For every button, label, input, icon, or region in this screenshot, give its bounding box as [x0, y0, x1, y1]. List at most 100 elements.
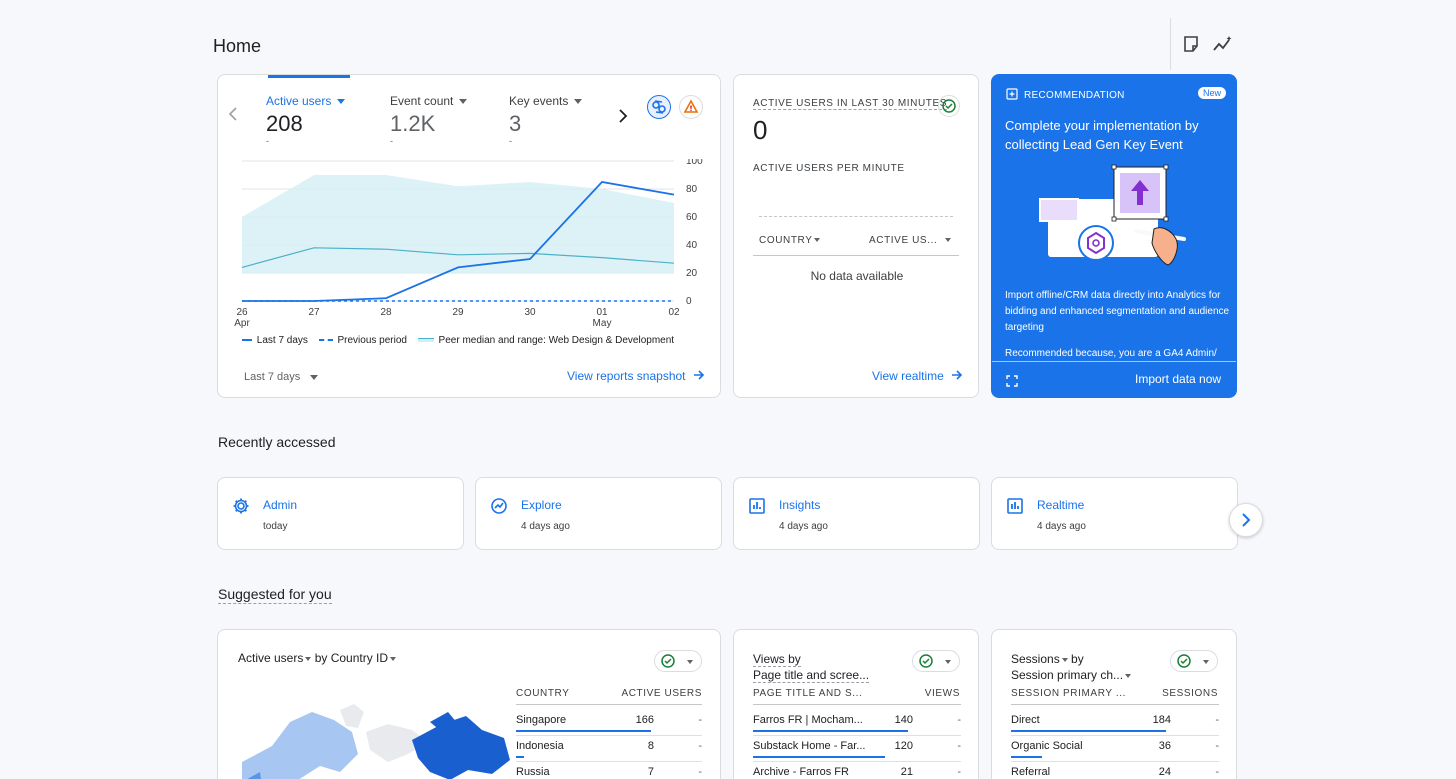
prev-metric-chevron-icon[interactable] — [228, 107, 238, 126]
table-row[interactable]: Russia 7 - — [516, 766, 702, 779]
table-header-divider — [753, 255, 959, 256]
peer-median-line — [241, 247, 675, 268]
explore-icon — [490, 497, 508, 520]
arrow-right-icon — [952, 370, 963, 380]
date-range-label: Last 7 days — [244, 371, 301, 383]
y-tick-label: 100 — [686, 159, 703, 167]
y-tick-label: 80 — [686, 184, 698, 195]
active-users-column-header[interactable]: ACTIVE US... — [869, 235, 952, 246]
row-value: 24 — [1158, 766, 1171, 778]
card-title-line2: Page title and scree... — [753, 668, 870, 683]
metric-selector[interactable]: Active users — [238, 651, 304, 665]
dropdown-arrow-icon — [310, 374, 319, 380]
anomaly-icon[interactable] — [647, 95, 671, 119]
tab-event-count[interactable]: Event count 1.2K - — [390, 94, 500, 146]
warning-icon[interactable] — [679, 95, 703, 119]
country-column-header[interactable]: COUNTRY — [759, 235, 821, 246]
row-value: 166 — [635, 714, 654, 726]
row-value-bar — [516, 730, 651, 732]
row-divider — [753, 735, 961, 736]
check-status-icon — [661, 654, 675, 668]
realtime-card: ACTIVE USERS IN LAST 30 MINUTES 0 ACTIVE… — [733, 74, 979, 398]
recently-accessed-heading: Recently accessed — [218, 434, 336, 450]
status-menu[interactable] — [654, 650, 702, 672]
title-join: by — [1067, 652, 1084, 666]
table-row[interactable]: Direct 184 - — [1011, 714, 1219, 738]
insights-sparkle-icon[interactable] — [1213, 35, 1233, 53]
metric-value: 3 — [509, 111, 522, 136]
row-delta: - — [698, 766, 702, 778]
check-status-icon — [938, 95, 960, 117]
row-name: Direct — [1011, 714, 1040, 726]
row-name: Substack Home - Far... — [753, 740, 866, 752]
expand-icon[interactable] — [1006, 374, 1018, 392]
dimension-selector[interactable]: by Country ID — [311, 651, 389, 665]
tab-key-events[interactable]: Key events 3 - — [509, 94, 609, 146]
tab-label: Active users — [266, 94, 332, 108]
check-status-icon — [1177, 654, 1191, 668]
link-label: View reports snapshot — [567, 369, 686, 383]
legend-line-dashed-icon — [318, 339, 333, 342]
metric-selector[interactable]: Views by — [753, 651, 869, 667]
tab-active-users[interactable]: Active users 208 - — [266, 94, 376, 146]
per-minute-baseline — [759, 216, 953, 217]
table-row[interactable]: Organic Social 36 - — [1011, 740, 1219, 764]
chart-legend: Last 7 days Previous period Peer median … — [242, 335, 674, 346]
card-title: Active users by Country ID — [238, 651, 397, 665]
card-title: Views by Page title and scree... — [753, 651, 870, 683]
recent-item-time: 4 days ago — [1037, 521, 1086, 532]
row-value: 140 — [894, 714, 913, 726]
import-data-now-button[interactable]: Import data now — [1135, 372, 1222, 386]
y-tick-label: 60 — [686, 212, 698, 223]
column-header-metric: VIEWS — [924, 688, 960, 699]
view-reports-snapshot-link[interactable]: View reports snapshot — [567, 369, 705, 383]
row-delta: - — [1215, 714, 1219, 726]
table-row[interactable]: Substack Home - Far... 120 - — [753, 740, 961, 764]
row-delta: - — [698, 740, 702, 752]
last-7-days-line — [242, 181, 675, 302]
recent-item-insights[interactable]: Insights 4 days ago — [733, 477, 980, 550]
suggested-card-country: Active users by Country ID COUNTRY ACTIV… — [217, 629, 721, 779]
next-metric-chevron-icon[interactable] — [618, 109, 628, 128]
recent-item-label: Insights — [779, 498, 821, 512]
recent-item-label: Explore — [521, 498, 562, 512]
status-menu[interactable] — [1170, 650, 1218, 672]
notes-icon[interactable] — [1182, 35, 1200, 53]
metric-delta: - — [509, 136, 512, 146]
recent-item-admin[interactable]: Admin today — [217, 477, 464, 550]
row-name: Organic Social — [1011, 740, 1083, 752]
date-range-selector[interactable]: Last 7 days — [244, 371, 319, 383]
view-realtime-link[interactable]: View realtime — [872, 369, 963, 383]
row-value: 7 — [647, 766, 654, 778]
carousel-next-button[interactable] — [1229, 503, 1263, 537]
dropdown-arrow-icon — [390, 656, 397, 661]
status-menu[interactable] — [912, 650, 960, 672]
table-row[interactable]: Archive - Farros FR 21 - — [753, 766, 961, 779]
row-value: 36 — [1158, 740, 1171, 752]
y-tick-label: 0 — [686, 296, 692, 307]
dimension-selector[interactable]: Page title and scree... — [753, 667, 870, 683]
table-row[interactable]: Indonesia 8 - — [516, 740, 702, 764]
recent-item-realtime[interactable]: Realtime 4 days ago — [991, 477, 1238, 550]
check-status-icon — [919, 654, 933, 668]
row-delta: - — [698, 714, 702, 726]
metrics-card: Active users 208 - Event count 1.2K - Ke… — [217, 74, 721, 398]
row-value-bar — [753, 730, 908, 732]
table-row[interactable]: Farros FR | Mocham... 140 - — [753, 714, 961, 738]
metric-selector[interactable]: Sessions — [1011, 652, 1060, 666]
recommendation-kicker: RECOMMENDATION — [1006, 88, 1125, 101]
y-tick-label: 40 — [686, 240, 698, 251]
tab-label: Key events — [509, 94, 569, 108]
dropdown-arrow-icon — [305, 656, 312, 661]
row-name: Russia — [516, 766, 550, 778]
metric-value: 1.2K — [390, 111, 436, 136]
insights-icon — [748, 497, 766, 520]
table-row[interactable]: Singapore 166 - — [516, 714, 702, 738]
dropdown-arrow-icon — [814, 238, 821, 243]
dimension-selector[interactable]: Session primary ch... — [1011, 668, 1124, 682]
dropdown-arrow-icon — [574, 99, 583, 105]
recent-item-explore[interactable]: Explore 4 days ago — [475, 477, 722, 550]
table-row[interactable]: Referral 24 - — [1011, 766, 1219, 779]
dropdown-arrow-icon — [337, 99, 346, 105]
